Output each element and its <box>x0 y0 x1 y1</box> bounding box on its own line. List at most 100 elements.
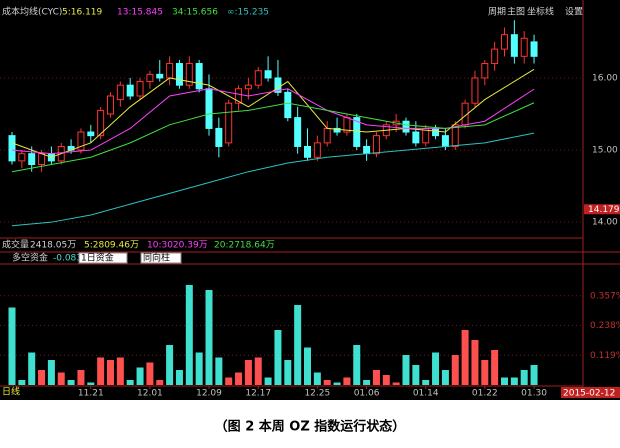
panel-title: 多空资金 <box>12 252 48 264</box>
candle-body <box>284 91 292 119</box>
x-tick-label: 12.01 <box>137 389 163 399</box>
price-marker-box <box>584 204 620 215</box>
candle-body <box>402 120 410 133</box>
volume-ma: 5:2809.46万 <box>84 241 139 251</box>
bar <box>175 370 183 385</box>
toolbar-button[interactable]: 主图 <box>507 6 525 18</box>
candle-body <box>491 48 499 65</box>
candle-body <box>107 95 114 115</box>
candle-body <box>18 153 26 162</box>
toolbar-button[interactable]: 设置 <box>565 7 583 18</box>
date-box <box>561 387 620 398</box>
bar <box>333 382 341 385</box>
legend-entry: 13:15.845 <box>117 8 163 18</box>
candle-body <box>136 81 144 97</box>
period-label: 日线 <box>2 386 20 398</box>
candle-body <box>530 41 538 57</box>
bar <box>471 340 479 385</box>
ma-line <box>11 68 535 158</box>
candle-body <box>481 63 489 79</box>
bar <box>156 380 164 385</box>
candle-body <box>323 127 331 144</box>
bar <box>402 355 410 385</box>
dropdown-label[interactable]: 同向柱 <box>143 252 170 264</box>
y-tick-label: 0.119% <box>590 351 620 361</box>
toolbar-button[interactable]: 坐标线 <box>527 6 554 18</box>
bar <box>185 285 193 385</box>
dropdown[interactable] <box>140 252 182 264</box>
volume-ma: 20:2718.64万 <box>214 241 275 251</box>
dropdown[interactable] <box>78 252 128 264</box>
candle-body <box>38 153 46 165</box>
caption: （图 2 本周 OZ 指数运行状态） <box>215 419 406 435</box>
legend-entry: 5:16.119 <box>62 8 103 18</box>
candle-body <box>28 153 36 165</box>
bar <box>501 377 508 385</box>
candle-body <box>175 63 183 86</box>
x-tick-label: 01.14 <box>413 389 439 399</box>
candle-body <box>363 145 371 155</box>
candle-body <box>77 131 85 151</box>
bar <box>215 357 223 385</box>
bar <box>481 360 489 385</box>
y-tick-label: 14.00 <box>592 218 618 228</box>
bar <box>323 380 331 385</box>
bar <box>372 370 380 385</box>
x-tick-label: 12.17 <box>245 389 271 399</box>
x-tick-label: 01.22 <box>472 389 498 399</box>
candle-body <box>412 131 420 144</box>
bar <box>235 372 243 385</box>
candle-body <box>510 34 518 57</box>
candle-body <box>87 131 95 137</box>
bar <box>28 352 36 385</box>
candle-body <box>432 127 440 137</box>
candle-body <box>185 63 193 86</box>
bar <box>451 355 459 385</box>
y-tick-label: 16.00 <box>592 73 618 83</box>
candle-body <box>451 124 459 147</box>
bar <box>274 330 282 385</box>
candle-body <box>166 63 174 79</box>
bar <box>77 370 85 385</box>
candle-body <box>304 145 311 158</box>
bar <box>8 307 16 385</box>
chart-title: 成本均线(CYC) <box>2 6 62 18</box>
bar <box>461 330 469 385</box>
toolbar-button[interactable]: 周期 <box>488 7 506 18</box>
date-label: 2015-02-12 <box>563 389 615 399</box>
candle-body <box>156 73 164 79</box>
bar <box>441 370 449 385</box>
ma-line <box>11 102 535 173</box>
candle-body <box>353 117 361 147</box>
bar <box>244 360 252 385</box>
bar <box>432 352 440 385</box>
dropdown-label[interactable]: 1日资金 <box>81 252 114 264</box>
bar <box>510 377 518 385</box>
bar <box>87 382 95 385</box>
candle-body <box>146 73 154 83</box>
ma-line <box>11 88 535 155</box>
candle-body <box>372 135 380 155</box>
candle-body <box>235 88 243 104</box>
background <box>0 0 620 400</box>
legend-entry: 34:15.656 <box>172 8 218 18</box>
bar <box>392 382 400 385</box>
candle-body <box>264 70 272 79</box>
bar <box>382 375 390 385</box>
candle-body <box>294 117 302 147</box>
volume-ma: 10:3020.39万 <box>147 241 208 251</box>
bar <box>195 352 203 385</box>
ma-line <box>11 132 535 227</box>
candle-body <box>471 77 479 104</box>
y-tick-label: 15.00 <box>592 146 618 156</box>
bar <box>67 380 75 385</box>
panel-value: -0.083% <box>53 254 91 264</box>
candle-body <box>501 34 508 50</box>
bar <box>422 380 430 385</box>
bar <box>264 377 272 385</box>
x-tick-label: 12.09 <box>196 389 222 399</box>
volume-value: 2418.05万 <box>30 241 76 251</box>
volume-title: 成交量 <box>2 239 29 251</box>
candle-body <box>126 84 134 97</box>
price-marker-label: 14.179 <box>588 205 620 215</box>
